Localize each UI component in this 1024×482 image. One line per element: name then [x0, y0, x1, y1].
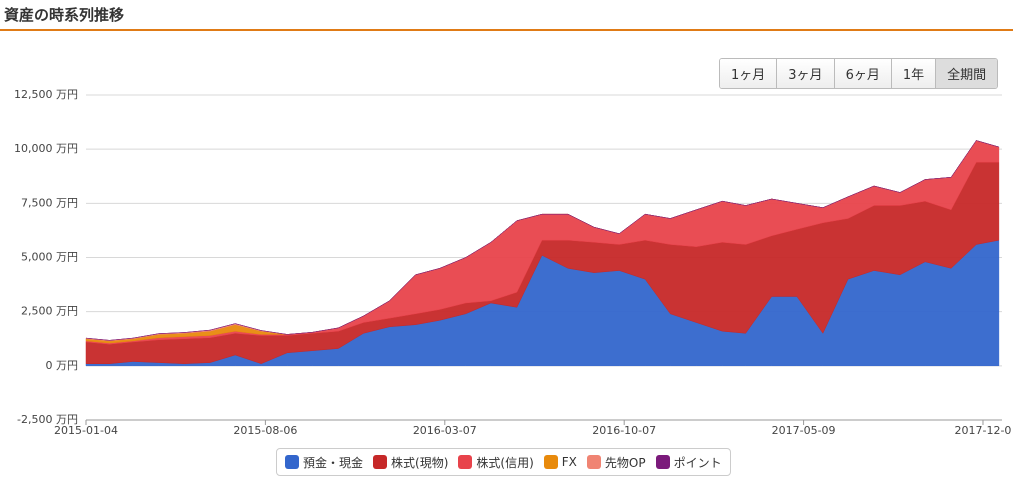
legend-item[interactable]: 先物OP [586, 454, 646, 471]
title: 資産の時系列推移 [4, 6, 125, 24]
legend-label: 株式(現物) [391, 455, 449, 470]
x-tick-label: 2016-03-07 [413, 424, 477, 437]
area [85, 140, 999, 341]
y-tick-label: -2,500 万円 [17, 413, 78, 426]
x-tick-label: 2016-10-07 [592, 424, 656, 437]
range-button[interactable]: 6ヶ月 [834, 59, 892, 88]
range-button[interactable]: 1年 [891, 59, 937, 88]
legend-swatch [373, 455, 388, 469]
legend-label: ポイント [673, 455, 722, 470]
legend-swatch [655, 455, 670, 469]
range-button[interactable]: 全期間 [936, 59, 998, 88]
x-tick-label: 2015-08-06 [233, 424, 297, 437]
legend-label: FX [561, 455, 577, 469]
range-button[interactable]: 3ヶ月 [777, 59, 835, 88]
legend-item[interactable]: FX [543, 455, 577, 469]
y-tick-label: 5,000 万円 [21, 251, 78, 264]
legend-item[interactable]: ポイント [655, 454, 722, 471]
x-tick-label: 2017-12-0 [955, 424, 1012, 437]
legend: 預金・現金 株式(現物) 株式(信用) FX 先物OP ポイント [276, 448, 731, 476]
y-tick-label: 7,500 万円 [21, 196, 78, 209]
legend-swatch [543, 455, 558, 469]
legend-item[interactable]: 株式(信用) [458, 454, 534, 471]
range-button[interactable]: 1ヶ月 [720, 59, 778, 88]
y-tick-label: 0 万円 [46, 359, 79, 372]
range-buttons: 1ヶ月 3ヶ月 6ヶ月 1年 全期間 [719, 58, 999, 89]
legend-swatch [458, 455, 473, 469]
y-tick-label: 12,500 万円 [14, 88, 78, 101]
title-rule [0, 29, 1013, 31]
legend-swatch [285, 455, 299, 469]
y-tick-label: 10,000 万円 [14, 142, 78, 155]
y-tick-label: 2,500 万円 [21, 305, 78, 318]
x-tick-label: 2015-01-04 [54, 424, 118, 437]
legend-swatch [586, 455, 601, 469]
legend-label: 預金・現金 [303, 455, 364, 470]
legend-item[interactable]: 預金・現金 [285, 454, 363, 471]
legend-label: 株式(信用) [476, 455, 534, 470]
legend-item[interactable]: 株式(現物) [373, 454, 448, 471]
legend-label: 先物OP [604, 455, 646, 470]
areas [85, 140, 1000, 367]
x-tick-label: 2017-05-09 [772, 424, 836, 437]
